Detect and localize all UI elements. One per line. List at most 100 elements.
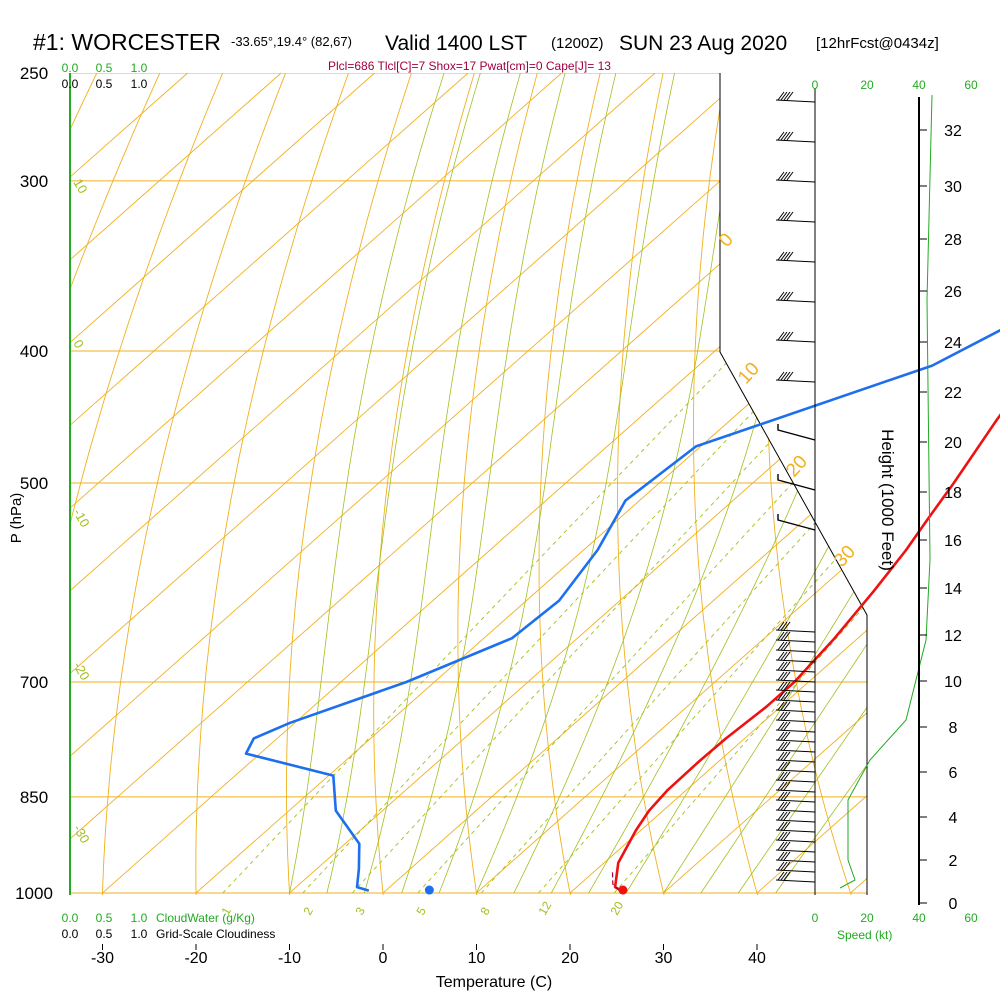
dry-adiabat-line xyxy=(195,73,358,895)
height-tick-label: 8 xyxy=(949,720,958,737)
cloud-water-label: CloudWater (g/Kg) xyxy=(156,911,255,925)
stability-indices: Plcl=686 Tlcl[C]=7 Shox=17 Pwat[cm]=0 Ca… xyxy=(328,59,611,73)
wind-barb-flag xyxy=(783,621,791,631)
parcel-trace-line xyxy=(611,871,620,892)
profile-series xyxy=(244,328,1000,895)
cloud-water-tick-bottom: 1.0 xyxy=(131,911,148,925)
wind-barb xyxy=(775,849,816,853)
utc-time: (1200Z) xyxy=(551,35,604,52)
cloud-water-tick-bottom: 0.5 xyxy=(96,911,113,925)
wind-barb-flag xyxy=(780,761,788,771)
wind-barb xyxy=(775,739,816,743)
dry-adiabat-label: 0 xyxy=(70,337,87,351)
wind-barb xyxy=(775,719,816,723)
height-tick-label: 6 xyxy=(949,765,958,782)
isotherm-line xyxy=(70,73,562,894)
station-title: #1: WORCESTER xyxy=(33,29,221,55)
wind-barb-flag xyxy=(780,731,788,741)
wind-barb-flag xyxy=(783,661,791,671)
wind-barb xyxy=(775,879,816,883)
temperature-tick-label: 20 xyxy=(561,950,579,967)
moist-adiabat-line xyxy=(401,73,566,894)
temperature-tick-label: 10 xyxy=(468,950,486,967)
wind-barb-flag xyxy=(777,711,785,721)
wind-barb-flag xyxy=(783,681,791,691)
dry-adiabat-line xyxy=(538,73,607,895)
dry-adiabat-line xyxy=(70,73,234,895)
wind-barb xyxy=(777,474,816,491)
wind-barb-flag xyxy=(780,701,788,711)
wind-barb xyxy=(775,769,816,773)
height-tick-label: 24 xyxy=(944,335,962,352)
cloudiness-tick-top: 0.5 xyxy=(96,77,113,91)
wind-barb-flag xyxy=(777,621,785,631)
height-tick-label: 16 xyxy=(944,533,962,550)
wind-barb-flag xyxy=(780,801,788,811)
wind-barb-flag xyxy=(780,691,788,701)
pressure-tick-label: 1000 xyxy=(15,884,53,903)
isotherm-label: 20 xyxy=(782,452,812,482)
wind-barb xyxy=(775,689,816,693)
wind-barb-flag xyxy=(783,791,791,801)
wind-barb-flag xyxy=(780,131,788,141)
cloudiness-tick-top: 1.0 xyxy=(131,77,148,91)
wind-barb xyxy=(775,139,816,143)
wind-barb-flag xyxy=(783,641,791,651)
wind-barb xyxy=(775,219,816,223)
wind-barb xyxy=(775,669,816,673)
isotherm-line xyxy=(663,73,867,894)
wind-barb xyxy=(775,759,816,763)
wind-barb-flag xyxy=(777,861,785,871)
wind-barb-flag xyxy=(780,621,788,631)
wind-barb-flag xyxy=(783,711,791,721)
dry-adiabat-line xyxy=(70,73,110,895)
moist-adiabat-line xyxy=(476,73,675,894)
wind-barb-flag xyxy=(777,371,785,381)
height-tick-label: 18 xyxy=(944,485,962,502)
speed-tick-top: 20 xyxy=(860,78,874,92)
moist-adiabat-line xyxy=(438,73,617,894)
temperature-tick-label: -20 xyxy=(184,950,207,967)
wind-barb-flag xyxy=(777,821,785,831)
wind-barb-flag xyxy=(780,861,788,871)
wind-barb-flag xyxy=(783,131,791,141)
wind-barb-flag xyxy=(780,781,788,791)
mixing-ratio-label: 5 xyxy=(413,904,429,917)
wind-barb-flag xyxy=(777,291,785,301)
wind-barb xyxy=(775,179,816,183)
wind-barb-flag xyxy=(780,641,788,651)
wind-barb xyxy=(777,424,816,441)
wind-barb xyxy=(775,649,816,653)
wind-barb-flag xyxy=(783,861,791,871)
wind-barb-flag xyxy=(783,211,791,221)
pressure-tick-label: 700 xyxy=(20,673,48,692)
wind-barb-flag xyxy=(780,721,788,731)
mixing-ratio-line xyxy=(302,350,811,894)
speed-tick-bottom: 20 xyxy=(860,911,874,925)
moist-adiabat-line xyxy=(363,73,521,894)
profile-line xyxy=(613,413,1000,892)
wind-barb-flag xyxy=(777,811,785,821)
mixing-ratio-line xyxy=(417,350,867,894)
wind-barb-flag xyxy=(777,781,785,791)
wind-barb-flag xyxy=(783,751,791,761)
isotherm-line xyxy=(70,73,469,894)
wind-barb xyxy=(777,514,816,531)
wind-barb xyxy=(775,789,816,793)
height-tick-label: 4 xyxy=(949,810,958,827)
height-axis-label: Height (1000 Feet) xyxy=(878,429,897,571)
wind-barb-flag xyxy=(783,251,791,261)
wind-barb-flag xyxy=(777,871,785,881)
wind-barb-flag xyxy=(783,741,791,751)
dry-adiabat-line xyxy=(457,73,545,895)
wind-barb-flag xyxy=(777,801,785,811)
thermodynamic-grid xyxy=(70,73,867,895)
wind-barb-flag xyxy=(780,251,788,261)
mixing-ratio-line xyxy=(538,350,867,894)
wind-barb-flag xyxy=(786,91,794,101)
mixing-ratio-line xyxy=(613,350,867,894)
temperature-tick-label: 40 xyxy=(748,950,766,967)
wind-barb-flag xyxy=(780,831,788,841)
forecast-info: [12hrFcst@0434z] xyxy=(816,35,939,52)
